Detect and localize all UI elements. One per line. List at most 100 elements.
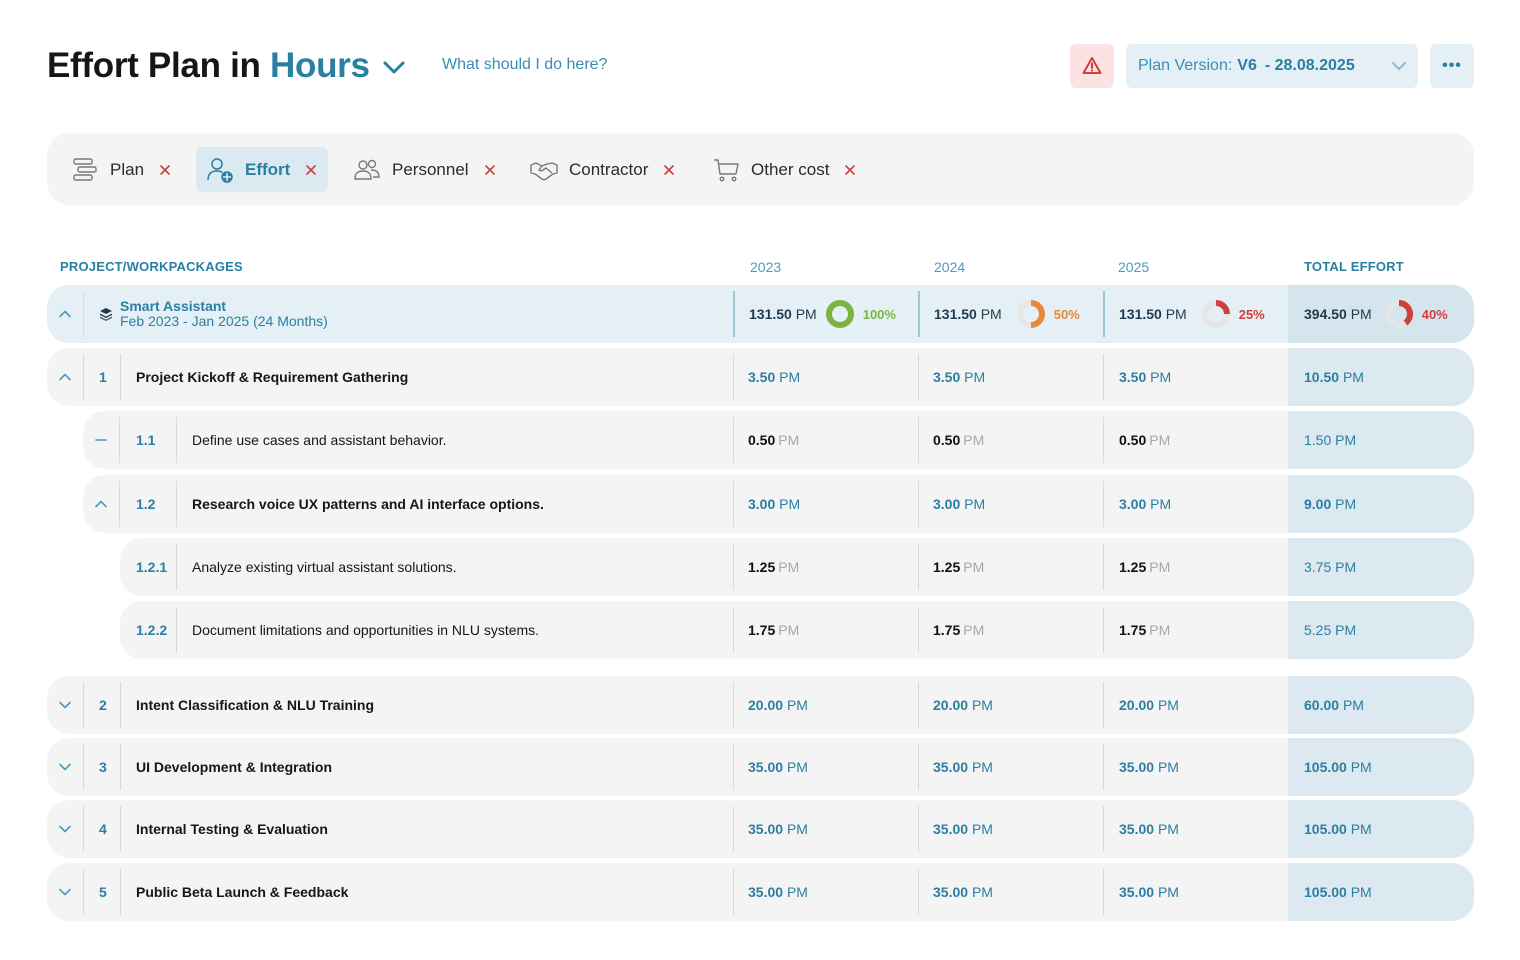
close-icon[interactable] <box>483 163 497 177</box>
collapse-toggle[interactable] <box>83 475 119 533</box>
close-icon[interactable] <box>662 163 676 177</box>
divider <box>733 291 735 337</box>
more-options-button[interactable]: ••• <box>1430 44 1474 88</box>
table-row[interactable]: 2 Intent Classification & NLU Training 2… <box>47 676 1474 734</box>
warning-button[interactable] <box>1070 44 1114 88</box>
cell-2024[interactable]: 3.00 PM <box>933 475 985 533</box>
table-row[interactable]: 1.2.2 Document limitations and opportuni… <box>120 601 1474 659</box>
cell-2023[interactable]: 35.00 PM <box>748 863 808 921</box>
table-row[interactable]: 1 Project Kickoff & Requirement Gatherin… <box>47 348 1474 406</box>
unit-label: PM <box>971 697 993 713</box>
table-row[interactable]: 1.2.1 Analyze existing virtual assistant… <box>120 538 1474 596</box>
cell-2024[interactable]: 3.50 PM <box>933 348 985 406</box>
close-icon[interactable] <box>843 163 857 177</box>
tab-personnel[interactable]: Personnel <box>353 147 497 192</box>
tab-label: Plan <box>110 159 145 179</box>
divider <box>1103 481 1104 527</box>
collapse-toggle[interactable] <box>47 348 83 406</box>
cell-total: 1.50 PM <box>1304 411 1356 469</box>
donut-arc <box>1030 300 1045 328</box>
tab-contractor[interactable]: Contractor <box>530 147 676 192</box>
cell-2024[interactable]: 35.00 PM <box>933 738 993 796</box>
cell-2024[interactable]: 35.00 PM <box>933 863 993 921</box>
unit-label: PM <box>1149 432 1171 448</box>
cell-2024[interactable]: 20.00 PM <box>933 676 993 734</box>
cell-2025[interactable]: 3.50 PM <box>1119 348 1171 406</box>
cell-2025[interactable]: 35.00 PM <box>1119 863 1179 921</box>
cell-2023[interactable]: 3.50 PM <box>748 348 800 406</box>
divider <box>83 682 84 728</box>
collapse-toggle[interactable] <box>83 411 119 469</box>
cell-2025[interactable]: 1.75 PM <box>1119 601 1170 659</box>
value: 105.00 <box>1304 821 1347 837</box>
tab-plan[interactable]: Plan <box>71 147 172 192</box>
divider <box>733 354 734 400</box>
value: 10.50 <box>1304 369 1340 385</box>
plan-version-select[interactable]: Plan Version: V6 - 28.08.2025 <box>1126 44 1418 88</box>
tab-effort[interactable]: Effort <box>196 147 329 192</box>
row-title: Document limitations and opportunities i… <box>192 622 540 638</box>
cell-2025[interactable]: 35.00 PM <box>1119 738 1179 796</box>
unit-label: PM <box>786 821 808 837</box>
divider <box>918 607 919 653</box>
divider <box>83 744 84 790</box>
close-icon[interactable] <box>158 163 172 177</box>
cell-2025[interactable]: 20.00 PM <box>1119 676 1179 734</box>
chevron-up-icon <box>59 373 71 381</box>
cell-2024[interactable]: 0.50 PM <box>933 411 984 469</box>
unit-label: PM <box>786 759 808 775</box>
expand-toggle[interactable] <box>47 738 83 796</box>
cell-total: 5.25 PM <box>1304 601 1356 659</box>
cell-2024[interactable]: 1.25 PM <box>933 538 984 596</box>
help-link[interactable]: What should I do here? <box>442 56 608 73</box>
divider <box>176 544 177 590</box>
cell-2024[interactable]: 1.75 PM <box>933 601 984 659</box>
expand-toggle[interactable] <box>47 676 83 734</box>
cell-2023[interactable]: 35.00 PM <box>748 800 808 858</box>
page-title-unit: Hours <box>270 46 370 85</box>
cell-2025[interactable]: 1.25 PM <box>1119 538 1170 596</box>
divider <box>120 682 121 728</box>
cell-2023[interactable]: 35.00 PM <box>748 738 808 796</box>
cell-2023[interactable]: 3.00 PM <box>748 475 800 533</box>
chevron-down-icon[interactable] <box>381 54 407 80</box>
expand-toggle[interactable] <box>47 863 83 921</box>
cell-2025[interactable]: 3.00 PM <box>1119 475 1171 533</box>
divider <box>1103 607 1104 653</box>
divider <box>733 481 734 527</box>
row-title: Public Beta Launch & Feedback <box>136 884 349 900</box>
cell-2025[interactable]: 35.00 PM <box>1119 800 1179 858</box>
value: 1.75 <box>933 622 961 638</box>
close-icon[interactable] <box>304 163 318 177</box>
table-row[interactable]: 5 Public Beta Launch & Feedback 35.00 PM… <box>47 863 1474 921</box>
unit-label: PM <box>963 432 985 448</box>
table-row[interactable]: 1.1 Define use cases and assistant behav… <box>83 411 1474 469</box>
divider <box>1103 806 1104 852</box>
table-row[interactable]: 1.2 Research voice UX patterns and AI in… <box>83 475 1474 533</box>
unit-label: PM <box>1149 559 1171 575</box>
cell-2025[interactable]: 0.50 PM <box>1119 411 1170 469</box>
row-number: 1.2.2 <box>136 622 168 638</box>
cell-2024[interactable]: 35.00 PM <box>933 800 993 858</box>
plan-version-label: Plan Version: <box>1138 57 1233 74</box>
table-row[interactable]: 3 UI Development & Integration 35.00 PM … <box>47 738 1474 796</box>
divider <box>83 869 84 915</box>
divider <box>1103 869 1104 915</box>
cell-2023[interactable]: 1.75 PM <box>748 601 799 659</box>
progress-donut <box>1016 300 1045 328</box>
cell-total: 105.00 PM <box>1304 738 1372 796</box>
total-column-bg <box>1288 601 1474 659</box>
total-column-bg <box>1288 800 1474 858</box>
cell-2023[interactable]: 0.50 PM <box>748 411 799 469</box>
cell-2023[interactable]: 20.00 PM <box>748 676 808 734</box>
tab-other-cost[interactable]: Other cost <box>712 147 857 192</box>
table-row[interactable]: 4 Internal Testing & Evaluation 35.00 PM… <box>47 800 1474 858</box>
collapse-toggle[interactable] <box>47 285 83 343</box>
cell-total: 10.50 PM <box>1304 348 1364 406</box>
project-summary-row: Smart Assistant Feb 2023 - Jan 2025 (24 … <box>47 285 1474 343</box>
expand-toggle[interactable] <box>47 800 83 858</box>
value: 1.50 <box>1304 432 1332 448</box>
unit-label: PM <box>1150 496 1172 512</box>
cell-2023[interactable]: 1.25 PM <box>748 538 799 596</box>
unit-label: PM <box>795 306 817 322</box>
